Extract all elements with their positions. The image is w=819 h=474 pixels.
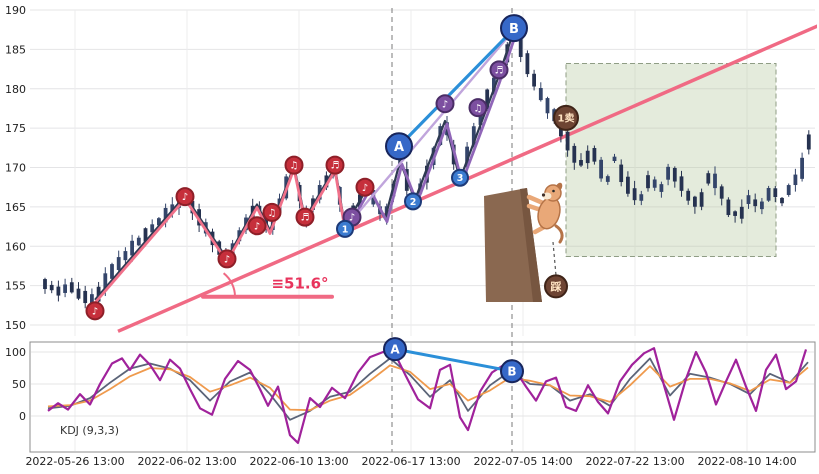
kdj-axis-label: 0: [19, 410, 26, 423]
svg-text:♬: ♬: [331, 161, 340, 172]
price-axis-label: 150: [5, 319, 26, 332]
wave-number-marker-1[interactable]: 1: [336, 219, 354, 238]
price-axis-label: 155: [5, 280, 26, 293]
price-axis-label: 180: [5, 83, 26, 96]
wave-note-marker[interactable]: ♪: [355, 177, 375, 197]
date-axis-label: 2022-07-22 13:00: [585, 455, 684, 468]
svg-text:B: B: [507, 365, 516, 379]
kdj-axis-label: 50: [12, 378, 26, 391]
price-axis-label: 160: [5, 240, 26, 253]
kdj-panel-border: [29, 341, 816, 453]
kdj-indicator-label: KDJ (9,3,3): [60, 424, 119, 437]
svg-text:踩: 踩: [551, 280, 562, 293]
wave-number-marker-2[interactable]: 2: [404, 192, 422, 211]
price-axis-label: 170: [5, 162, 26, 175]
wave-number-marker-3[interactable]: 3: [451, 168, 469, 187]
wave-note-marker[interactable]: ♫: [468, 98, 488, 118]
kdj-point-a-marker[interactable]: A: [383, 337, 407, 362]
svg-text:♪: ♪: [182, 192, 188, 203]
cliff-shade: [520, 188, 542, 302]
channel-line[interactable]: [344, 31, 513, 229]
wave-note-marker[interactable]: ♫: [284, 155, 304, 175]
kdj-line-d: [47, 364, 809, 412]
wave-note-marker[interactable]: ♪: [175, 187, 195, 207]
wave-note-marker[interactable]: ♬: [325, 155, 345, 175]
highlight-region[interactable]: [565, 63, 777, 257]
svg-text:♪: ♪: [224, 254, 230, 265]
svg-text:A: A: [390, 342, 400, 356]
zigzag-pink[interactable]: [93, 167, 347, 304]
zigzag-navy[interactable]: [94, 30, 516, 301]
date-axis-label: 2022-05-26 13:00: [25, 455, 124, 468]
svg-text:♫: ♫: [290, 161, 299, 172]
svg-text:♪: ♪: [442, 99, 448, 110]
svg-text:♬: ♬: [301, 213, 310, 224]
svg-text:♪: ♪: [349, 213, 355, 224]
kdj-line-k: [47, 357, 809, 421]
date-axis-label: 2022-06-10 13:00: [249, 455, 348, 468]
wave-note-marker[interactable]: ♪: [85, 301, 105, 321]
wave-note-marker[interactable]: ♫: [262, 202, 282, 222]
svg-text:1卖: 1卖: [558, 111, 575, 124]
wave-note-marker[interactable]: ♪: [217, 249, 237, 269]
point-b-marker[interactable]: B: [500, 14, 528, 43]
date-axis-label: 2022-06-02 13:00: [137, 455, 236, 468]
date-axis-label: 2022-07-05 14:00: [473, 455, 572, 468]
price-axis-label: 165: [5, 201, 26, 214]
svg-text:B: B: [509, 22, 519, 37]
kdj-axis-label: 100: [5, 346, 26, 359]
angle-annotation[interactable]: ≡51.6°: [201, 272, 334, 299]
wave-note-marker[interactable]: ♬: [295, 207, 315, 227]
date-axis-label: 2022-08-10 14:00: [697, 455, 796, 468]
dog-tail: [554, 224, 564, 244]
sell-signal-marker[interactable]: 1卖: [553, 104, 579, 131]
price-axis-label: 175: [5, 122, 26, 135]
svg-text:♪: ♪: [254, 221, 260, 232]
svg-text:3: 3: [457, 173, 464, 184]
ab-trendline[interactable]: [397, 27, 516, 148]
angle-label: ≡51.6°: [271, 275, 328, 293]
price-axis-label: 185: [5, 43, 26, 56]
kdj-line-j: [47, 347, 808, 444]
kdj-point-b-marker[interactable]: B: [500, 359, 524, 384]
svg-text:♪: ♪: [92, 306, 98, 317]
svg-text:♪: ♪: [362, 183, 368, 194]
svg-text:A: A: [394, 140, 404, 155]
axis-labels: 150 155 160 165 170 175 180 185 190 0 50 100 2022-05…: [5, 4, 797, 468]
dog-eye: [552, 189, 555, 193]
kdj-series-layer: [47, 347, 809, 444]
svg-text:♫: ♫: [474, 103, 483, 114]
kdj-ab-line[interactable]: [393, 347, 514, 373]
dog-climbing-cliff-illustration[interactable]: [484, 182, 564, 302]
wave-note-marker[interactable]: ♪: [435, 94, 455, 114]
wave-note-marker[interactable]: ♬: [489, 60, 509, 80]
svg-text:♬: ♬: [495, 65, 504, 76]
svg-text:♫: ♫: [268, 208, 277, 219]
step-marker[interactable]: 踩: [544, 274, 568, 299]
wave-note-marker[interactable]: ♪: [247, 216, 267, 236]
dog-front-leg: [526, 194, 546, 206]
price-axis-label: 190: [5, 4, 26, 17]
svg-text:1: 1: [342, 224, 349, 235]
rope-line: [552, 241, 557, 276]
date-axis-label: 2022-06-17 13:00: [361, 455, 460, 468]
dog-nose: [541, 193, 546, 197]
svg-text:2: 2: [410, 197, 417, 208]
point-a-marker[interactable]: A: [385, 132, 413, 161]
